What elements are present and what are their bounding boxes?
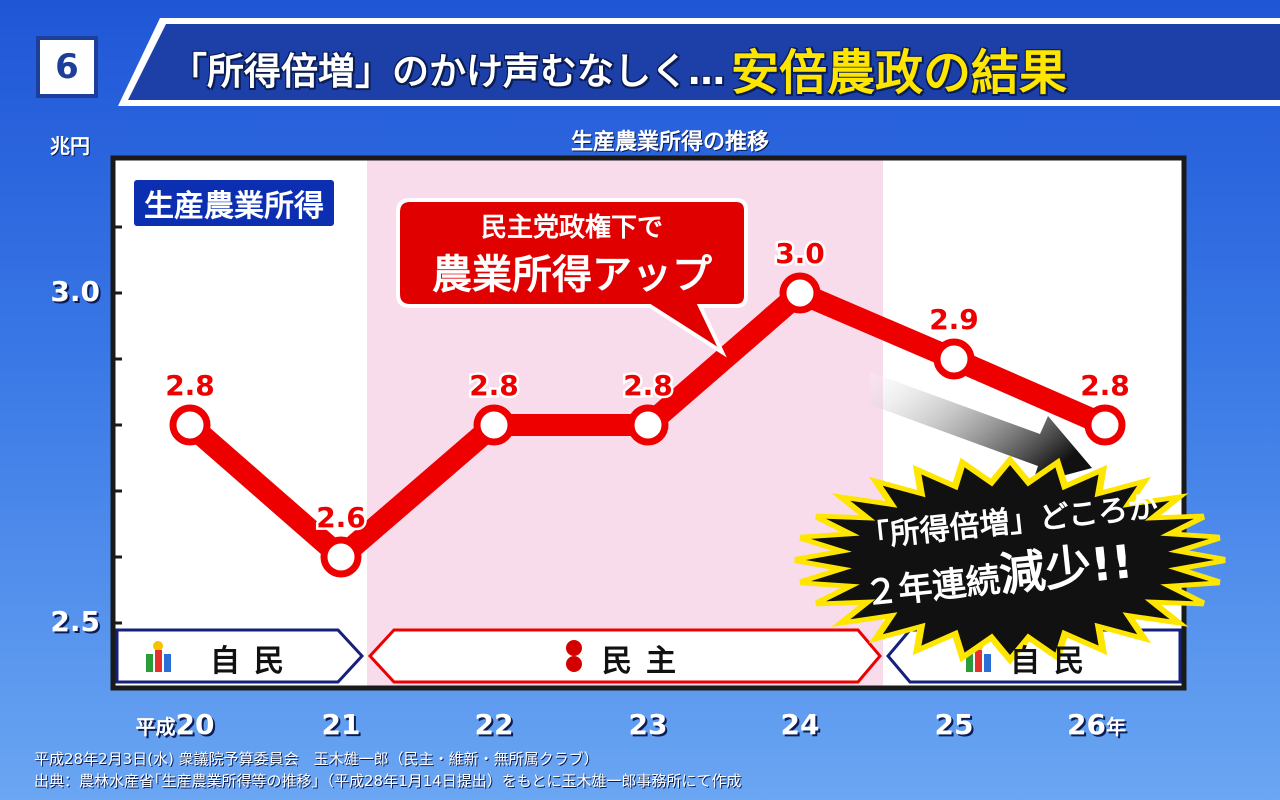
footnote-session: 平成28年2月3日(水) 衆議院予算委員会 玉木雄一郎（民主・維新・無所属クラブ…	[34, 750, 599, 768]
plot-border	[110, 155, 1187, 691]
data-label: 2.9	[929, 303, 979, 336]
x-tick-value: 21	[321, 708, 361, 741]
period-label-ldp: 自民	[1010, 644, 1098, 679]
sun-icon	[153, 641, 163, 651]
data-point	[627, 404, 669, 446]
x-tick-value: 23	[628, 708, 668, 741]
callout-top-text: 民主党政権下で	[481, 212, 663, 243]
data-point	[933, 338, 975, 380]
figure-icon	[966, 654, 973, 672]
x-tick-label: 25	[894, 708, 1014, 741]
data-point	[779, 272, 821, 314]
y-axis-unit: 兆円	[50, 134, 90, 158]
y-tick-label: 2.5	[50, 605, 100, 638]
data-label: 3.0	[775, 237, 825, 270]
dpj-logo-bottom	[566, 656, 582, 672]
data-label: 2.6	[316, 501, 366, 534]
data-label: 2.8	[469, 369, 519, 402]
figure-icon	[984, 654, 991, 672]
burst-shape	[805, 465, 1215, 655]
dpj-logo-top	[566, 640, 582, 656]
data-point	[473, 404, 515, 446]
data-point	[1084, 404, 1126, 446]
x-tick-value: 25	[934, 708, 974, 741]
title-main: 「所得倍増」のかけ声むなしく…	[170, 50, 725, 93]
decline-arrow	[868, 372, 1092, 484]
y-tick-label: 3.0	[50, 275, 100, 308]
callout-bottom-text: 農業所得アップ	[432, 252, 712, 298]
data-label: 2.8	[623, 369, 673, 402]
ldp-logo-icon	[146, 641, 171, 672]
period-label-dpj: 民主	[602, 644, 690, 679]
data-point	[169, 404, 211, 446]
figure-icon	[975, 650, 982, 672]
x-axis-prefix: 平成	[135, 715, 176, 739]
x-tick-value: 26	[1067, 708, 1106, 741]
x-tick-value: 20	[175, 708, 215, 741]
period-arrow-ldp-1	[115, 628, 365, 684]
figure-icon	[146, 654, 153, 672]
figure-icon	[164, 654, 171, 672]
x-tick-value: 22	[474, 708, 514, 741]
x-tick-value: 24	[780, 708, 820, 741]
x-tick-label: 24	[740, 708, 860, 741]
period-label-ldp: 自民	[210, 644, 298, 679]
title-emphasis: 安倍農政の結果	[731, 45, 1068, 101]
figure-icon	[155, 650, 162, 672]
page-title: 「所得倍増」のかけ声むなしく… 安倍農政の結果	[170, 28, 1067, 108]
x-axis-suffix: 年	[1105, 715, 1126, 739]
title-bar	[118, 18, 1280, 106]
x-tick-label: 22	[434, 708, 554, 741]
footnote-source: 出典：農林水産省｢生産農業所得等の推移｣（平成28年1月14日提出）をもとに玉木…	[34, 772, 742, 790]
period-arrow-dpj	[367, 628, 882, 684]
x-tick-label: 26年	[1045, 708, 1217, 741]
data-label: 2.8	[165, 369, 215, 402]
x-tick-label: 21	[281, 708, 401, 741]
callout-shape	[396, 198, 748, 358]
series-legend: 生産農業所得	[131, 177, 337, 229]
dpj-logo-icon	[566, 640, 582, 672]
x-tick-label: 23	[588, 708, 708, 741]
slide-number: 6	[36, 36, 98, 98]
data-point	[320, 536, 362, 578]
data-label: 2.8	[1080, 369, 1130, 402]
chart-title: 生産農業所得の推移	[570, 130, 769, 155]
x-tick-label: 平成20	[100, 708, 250, 741]
